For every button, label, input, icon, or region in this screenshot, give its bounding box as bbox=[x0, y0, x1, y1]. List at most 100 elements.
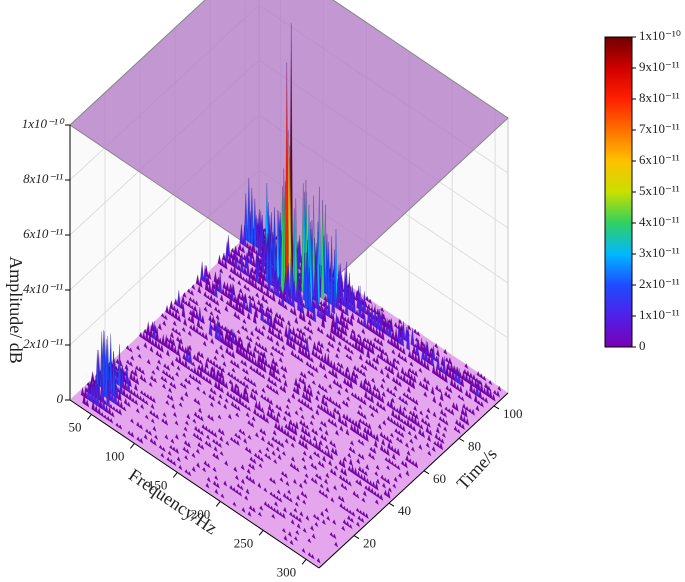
surface-spike bbox=[317, 442, 322, 453]
surface-spike bbox=[236, 247, 241, 258]
surface-spike bbox=[302, 434, 307, 442]
z-tick-label: 6x10⁻¹¹ bbox=[23, 226, 63, 241]
surface-spike bbox=[339, 330, 344, 341]
surface-spike bbox=[378, 345, 382, 353]
surface-spike bbox=[277, 377, 282, 384]
surface-spike bbox=[284, 472, 288, 479]
surface-spike bbox=[253, 358, 258, 367]
surface-spike bbox=[170, 360, 175, 367]
surface-spike bbox=[362, 474, 367, 483]
surface-spike bbox=[250, 187, 254, 246]
surface-spike bbox=[323, 373, 328, 380]
surface-spike bbox=[347, 515, 351, 522]
surface-spike bbox=[342, 336, 347, 343]
surface-spike bbox=[319, 328, 324, 335]
surface-spike bbox=[339, 425, 344, 432]
surface-spike bbox=[335, 353, 339, 359]
surface-spike bbox=[332, 519, 337, 526]
surface-spike bbox=[365, 477, 370, 485]
surface-spike bbox=[236, 405, 241, 412]
surface-spike bbox=[321, 491, 326, 497]
surface-spike bbox=[275, 495, 280, 501]
surface-spike bbox=[357, 409, 361, 416]
surface-spike bbox=[455, 419, 459, 426]
surface-spike bbox=[405, 454, 410, 463]
surface-spike bbox=[338, 474, 343, 481]
surface-spike bbox=[422, 359, 427, 370]
surface-spike bbox=[482, 387, 487, 396]
surface-spike bbox=[249, 349, 253, 357]
surface-spike bbox=[365, 464, 370, 471]
surface-spike bbox=[391, 349, 396, 355]
surface-spike bbox=[175, 371, 180, 378]
surface-spike bbox=[216, 369, 221, 378]
surface-spike bbox=[315, 269, 319, 311]
surface-spike bbox=[342, 519, 347, 526]
surface-spike bbox=[392, 376, 396, 384]
surface-spike bbox=[358, 404, 363, 410]
surface-spike bbox=[182, 432, 187, 438]
surface-spike bbox=[247, 448, 252, 455]
surface-spike bbox=[421, 383, 426, 390]
surface-spike bbox=[263, 318, 268, 325]
surface-spike bbox=[398, 346, 403, 353]
surface-spike bbox=[258, 371, 263, 378]
surface-spike bbox=[235, 474, 239, 481]
surface-spike bbox=[340, 419, 345, 426]
surface-spike bbox=[206, 434, 210, 440]
surface-spike bbox=[258, 511, 262, 517]
surface-spike bbox=[304, 473, 309, 479]
surface-spike bbox=[338, 383, 343, 390]
surface-spike bbox=[320, 354, 325, 363]
surface-spike bbox=[275, 389, 279, 396]
surface-spike bbox=[361, 468, 365, 475]
axis-line bbox=[318, 392, 509, 569]
surface-spike bbox=[302, 499, 307, 505]
surface-spike bbox=[175, 448, 180, 455]
surface-spike bbox=[192, 432, 197, 438]
surface-spike bbox=[267, 455, 272, 461]
surface-spike bbox=[210, 429, 215, 436]
surface-spike bbox=[220, 259, 225, 268]
surface-spike bbox=[255, 306, 260, 313]
surface-spike bbox=[214, 306, 218, 313]
x-tick-label: 100 bbox=[105, 448, 125, 463]
surface-spike bbox=[323, 436, 328, 442]
surface-spike bbox=[360, 342, 365, 355]
surface-spike bbox=[379, 403, 383, 410]
surface-spike bbox=[484, 382, 488, 390]
surface-spike bbox=[123, 380, 128, 392]
x-tick bbox=[301, 558, 307, 565]
surface-spike bbox=[196, 318, 201, 329]
surface-spike bbox=[144, 400, 149, 406]
surface-spike bbox=[375, 356, 380, 365]
surface-spike bbox=[407, 325, 412, 331]
surface-spike bbox=[143, 434, 148, 440]
surface-spike bbox=[206, 295, 211, 301]
surface-spike bbox=[411, 460, 416, 467]
surface-spike bbox=[240, 359, 245, 365]
surface-spike bbox=[246, 468, 251, 475]
surface-spike bbox=[256, 454, 261, 461]
surface-spike bbox=[172, 383, 177, 390]
surface-spike bbox=[299, 371, 304, 378]
surface-spike bbox=[459, 385, 463, 394]
surface-spike bbox=[400, 355, 405, 361]
colorbar-tick-label: 6x10⁻¹¹ bbox=[639, 152, 680, 167]
surface-spike bbox=[460, 396, 465, 402]
surface-spike bbox=[309, 329, 314, 335]
surface-spike bbox=[283, 507, 287, 513]
x-tick bbox=[258, 530, 264, 536]
surface-spike bbox=[142, 377, 147, 384]
surface-spike bbox=[388, 487, 392, 493]
surface-spike bbox=[258, 271, 262, 286]
surface-spike bbox=[132, 390, 137, 398]
y-tick bbox=[423, 470, 430, 475]
surface-spike bbox=[437, 368, 442, 380]
surface-spike bbox=[355, 479, 360, 485]
surface-spike bbox=[465, 389, 469, 398]
surface-spike bbox=[234, 297, 239, 313]
surface-spike bbox=[170, 331, 174, 339]
surface-spike bbox=[177, 340, 182, 351]
surface-spike bbox=[272, 429, 277, 436]
